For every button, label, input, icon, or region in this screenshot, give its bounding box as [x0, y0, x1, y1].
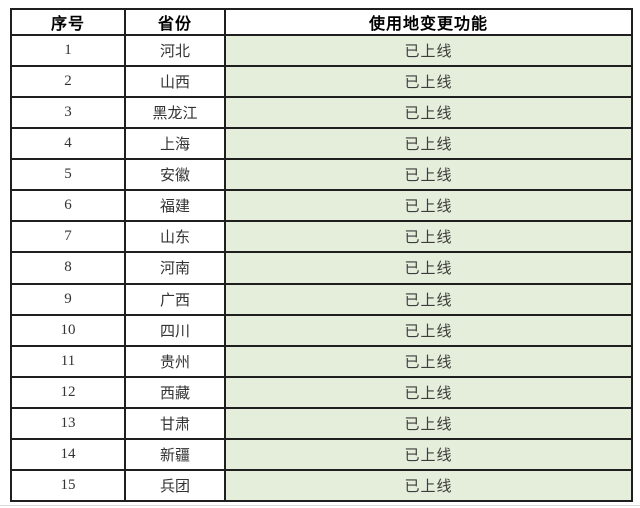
column-header-status: 使用地变更功能 — [224, 8, 633, 36]
province-cell: 四川 — [124, 313, 226, 347]
table-row: 10 四川 已上线 — [10, 313, 633, 347]
status-cell: 已上线 — [224, 375, 633, 409]
table-row: 7 山东 已上线 — [10, 220, 633, 254]
table-row: 8 河南 已上线 — [10, 251, 633, 285]
table-row: 12 西藏 已上线 — [10, 375, 633, 409]
province-cell: 上海 — [124, 127, 226, 161]
table-row: 2 山西 已上线 — [10, 65, 633, 99]
province-cell: 甘肃 — [124, 406, 226, 440]
province-status-table: 序号 省份 使用地变更功能 1 河北 已上线 2 山西 已上线 3 黑龙江 已上线 4 上海 已上线 5… — [10, 8, 633, 503]
province-cell: 安徽 — [124, 158, 226, 192]
status-cell: 已上线 — [224, 468, 633, 503]
serial-cell: 9 — [10, 282, 126, 316]
status-cell: 已上线 — [224, 220, 633, 254]
status-cell: 已上线 — [224, 313, 633, 347]
status-cell: 已上线 — [224, 282, 633, 316]
serial-cell: 8 — [10, 251, 126, 285]
table-row: 15 兵团 已上线 — [10, 468, 633, 503]
province-cell: 贵州 — [124, 344, 226, 378]
table-body: 1 河北 已上线 2 山西 已上线 3 黑龙江 已上线 4 上海 已上线 5 安徽 已上线 6 福建 已上线 7 山东… — [10, 33, 633, 503]
table-row: 11 贵州 已上线 — [10, 344, 633, 378]
province-cell: 黑龙江 — [124, 96, 226, 130]
province-cell: 山东 — [124, 220, 226, 254]
status-cell: 已上线 — [224, 189, 633, 223]
serial-cell: 12 — [10, 375, 126, 409]
status-cell: 已上线 — [224, 437, 633, 471]
column-header-province: 省份 — [124, 8, 226, 36]
province-cell: 新疆 — [124, 437, 226, 471]
serial-cell: 2 — [10, 65, 126, 99]
status-cell: 已上线 — [224, 344, 633, 378]
serial-cell: 4 — [10, 127, 126, 161]
status-cell: 已上线 — [224, 158, 633, 192]
status-cell: 已上线 — [224, 33, 633, 68]
page-edge-divider — [0, 505, 640, 506]
serial-cell: 7 — [10, 220, 126, 254]
serial-cell: 13 — [10, 406, 126, 440]
table-row: 1 河北 已上线 — [10, 33, 633, 68]
serial-cell: 6 — [10, 189, 126, 223]
status-cell: 已上线 — [224, 96, 633, 130]
table-row: 4 上海 已上线 — [10, 127, 633, 161]
province-cell: 广西 — [124, 282, 226, 316]
serial-cell: 3 — [10, 96, 126, 130]
province-cell: 河北 — [124, 33, 226, 68]
province-cell: 河南 — [124, 251, 226, 285]
header-row: 序号 省份 使用地变更功能 — [10, 8, 633, 36]
serial-cell: 10 — [10, 313, 126, 347]
status-cell: 已上线 — [224, 65, 633, 99]
table-row: 5 安徽 已上线 — [10, 158, 633, 192]
column-header-serial: 序号 — [10, 8, 126, 36]
table-row: 13 甘肃 已上线 — [10, 406, 633, 440]
province-cell: 福建 — [124, 189, 226, 223]
serial-cell: 11 — [10, 344, 126, 378]
province-cell: 山西 — [124, 65, 226, 99]
province-cell: 西藏 — [124, 375, 226, 409]
table-row: 6 福建 已上线 — [10, 189, 633, 223]
serial-cell: 1 — [10, 33, 126, 68]
serial-cell: 15 — [10, 468, 126, 503]
status-cell: 已上线 — [224, 251, 633, 285]
province-cell: 兵团 — [124, 468, 226, 503]
serial-cell: 5 — [10, 158, 126, 192]
status-cell: 已上线 — [224, 406, 633, 440]
table-row: 3 黑龙江 已上线 — [10, 96, 633, 130]
status-cell: 已上线 — [224, 127, 633, 161]
serial-cell: 14 — [10, 437, 126, 471]
table-row: 9 广西 已上线 — [10, 282, 633, 316]
table-row: 14 新疆 已上线 — [10, 437, 633, 471]
